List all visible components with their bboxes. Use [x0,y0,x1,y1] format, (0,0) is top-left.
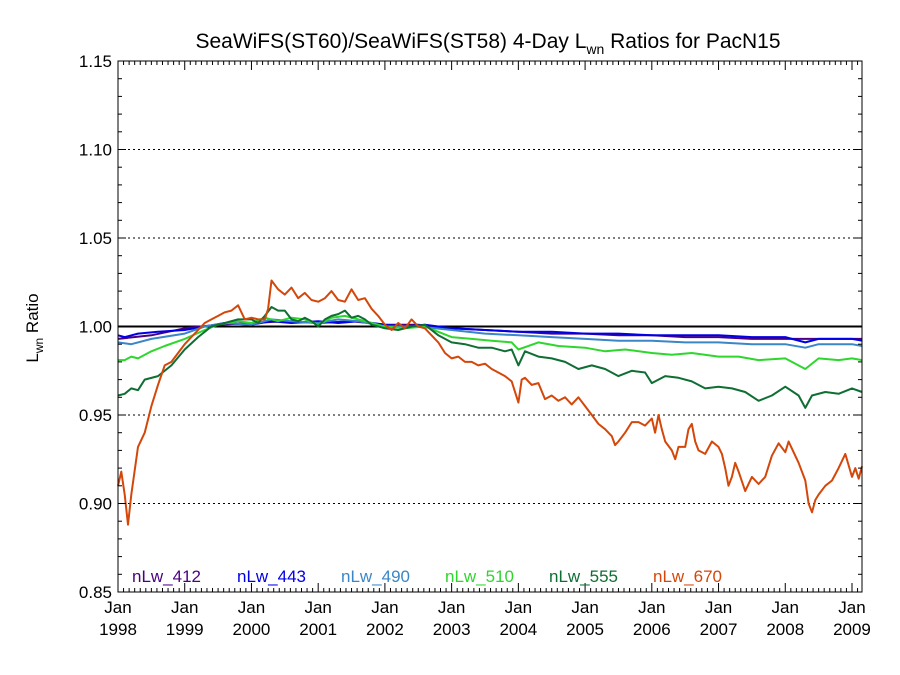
x-tick-label-year: 1998 [99,620,137,639]
x-tick-label-year: 2003 [433,620,471,639]
title-rest: Ratios for PacN15 [604,30,780,53]
series-layer [117,279,863,526]
y-tick-label: 1.10 [79,141,112,160]
legend-entry-nlw-555: nLw_555 [549,567,618,586]
ylabel-main: L [23,353,42,362]
legend-entry-nlw-443: nLw_443 [237,567,306,586]
ylabel-rest: Ratio [23,293,42,337]
y-tick-label: 0.95 [79,406,112,425]
x-tick-label-month: Jan [438,598,465,617]
x-tick-label-month: Jan [505,598,532,617]
x-tick-label-month: Jan [371,598,398,617]
x-tick-label-month: Jan [171,598,198,617]
legend-entry-nlw-412: nLw_412 [132,567,201,586]
tick-layer [117,60,862,593]
x-tick-label-month: Jan [104,598,131,617]
x-tick-label-month: Jan [238,598,265,617]
x-tick-label-month: Jan [772,598,799,617]
x-tick-label-year: 1999 [166,620,204,639]
x-tick-label-month: Jan [304,598,331,617]
chart-title: SeaWiFS(ST60)/SeaWiFS(ST58) 4-Day Lwn Ra… [195,30,780,57]
y-tick-label: 1.05 [79,229,112,248]
y-tick-label: 1.15 [79,52,112,71]
x-tick-label-year: 2000 [233,620,271,639]
x-tick-label-month: Jan [638,598,665,617]
title-subscript: wn [585,41,604,57]
legend-entry-nlw-510: nLw_510 [445,567,514,586]
x-tick-label-month: Jan [838,598,865,617]
x-tick-label-year: 2008 [766,620,804,639]
y-tick-label: 0.90 [79,495,112,514]
y-tick-label: 1.00 [79,318,112,337]
x-tick-label-year: 2005 [566,620,604,639]
legend-entry-nlw-670: nLw_670 [653,567,722,586]
x-tick-label-year: 2007 [700,620,738,639]
x-tick-labels: Jan 1998 Jan 1999 Jan 2000 Jan 2001 Jan 2002 Jan 20… [99,598,871,639]
x-tick-label-year: 2009 [833,620,871,639]
x-tick-label-year: 2006 [633,620,671,639]
x-tick-label-year: 2004 [499,620,537,639]
x-tick-label-month: Jan [571,598,598,617]
y-tick-labels: 0.85 0.90 0.95 1.00 1.05 1.10 1.15 [79,52,112,602]
y-tick-label: 0.85 [79,583,112,602]
series-line-nlw-670 [117,279,863,526]
legend-entry-nlw-490: nLw_490 [341,567,410,586]
title-main: SeaWiFS(ST60)/SeaWiFS(ST58) 4-Day L [195,30,586,53]
ylabel-subscript: wn [32,338,46,354]
legend: nLw_412 nLw_443 nLw_490 nLw_510 nLw_555 nLw_6… [132,567,722,586]
x-tick-label-year: 2002 [366,620,404,639]
y-axis-label: Lwn Ratio [23,293,46,362]
x-tick-label-month: Jan [705,598,732,617]
x-tick-label-year: 2001 [299,620,337,639]
